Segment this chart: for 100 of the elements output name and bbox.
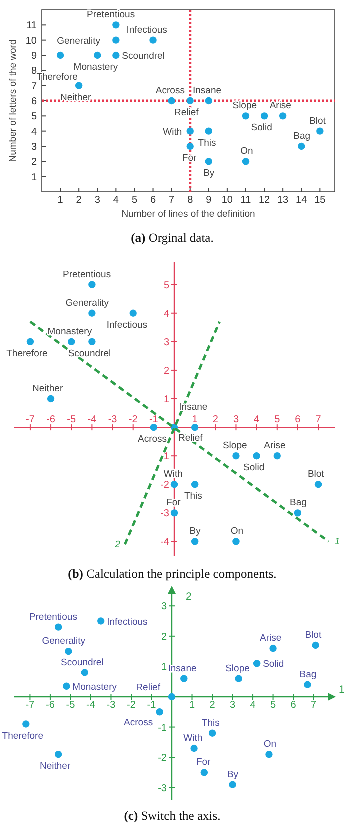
x-tick-label: -2 — [127, 700, 136, 711]
point — [150, 36, 157, 44]
annotation: Monastery — [74, 62, 118, 73]
point — [56, 52, 64, 60]
annotation: Scoundrel — [61, 657, 104, 668]
point — [316, 128, 324, 135]
annotation: Across — [156, 86, 186, 96]
point — [229, 781, 236, 788]
x-tick-label: 3 — [230, 700, 236, 711]
point — [94, 52, 102, 60]
annotation: With — [184, 733, 203, 744]
annotation: Bag — [290, 498, 307, 509]
point — [270, 644, 277, 652]
x-tick-label: 1 — [192, 414, 198, 426]
point — [279, 112, 287, 120]
annotation: Across — [124, 718, 154, 729]
x-tick-label: -1 — [147, 700, 157, 711]
annotation: Scoundrel — [122, 51, 165, 62]
y-tick-label: 3 — [164, 337, 170, 348]
x-tick-label: 10 — [222, 195, 234, 206]
point — [150, 424, 158, 432]
point — [232, 452, 240, 460]
point — [205, 158, 212, 166]
annotation: Pretentious — [87, 10, 136, 21]
point — [314, 481, 322, 488]
annotation: For — [196, 757, 211, 768]
annotation: Bag — [294, 131, 311, 142]
point — [242, 158, 250, 166]
y-tick-label: -1 — [158, 722, 168, 734]
point — [253, 452, 260, 460]
x-tick-label: 4 — [250, 700, 256, 711]
point — [170, 510, 178, 517]
annotation: By — [204, 168, 215, 180]
point — [274, 452, 281, 460]
annotation: Relief — [178, 433, 204, 444]
point — [191, 424, 199, 432]
annotation: Across — [138, 434, 168, 446]
annotation: Infectious — [126, 24, 168, 36]
x-tick-label: 13 — [278, 195, 290, 206]
point — [242, 112, 250, 120]
point — [54, 624, 62, 631]
x-tick-label: 1 — [189, 700, 196, 711]
annotation: Arise — [270, 100, 292, 112]
annotation: Slope — [232, 100, 258, 112]
y-tick-label: -2 — [160, 480, 170, 492]
annotation: Slope — [222, 440, 248, 452]
x-tick-label: -3 — [108, 414, 118, 426]
point — [205, 97, 212, 105]
x-tick-label: -5 — [67, 414, 76, 426]
x-tick-label: -6 — [46, 700, 56, 711]
x-tick-label: 3 — [94, 195, 101, 206]
point — [298, 142, 306, 150]
point — [186, 128, 194, 135]
x-tick-label: 7 — [316, 414, 322, 426]
y-tick-label: 4 — [164, 308, 170, 320]
annotation: Relief — [136, 682, 161, 694]
annotation: Bag — [300, 669, 317, 680]
x-tick-label: 7 — [311, 700, 318, 711]
y-tick-label: 8 — [31, 66, 38, 78]
x-tick-label: -7 — [26, 700, 36, 711]
point — [26, 338, 34, 346]
x-tick-label: -4 — [86, 700, 96, 711]
annotation: Infectious — [106, 320, 148, 331]
x-tick-label: 3 — [233, 414, 240, 426]
y-tick-label: 4 — [31, 126, 38, 138]
point — [168, 693, 176, 701]
point — [235, 675, 242, 682]
x-tick-label: -3 — [106, 700, 116, 711]
point — [88, 281, 96, 288]
annotation: On — [240, 146, 254, 158]
y-tick-label: 7 — [31, 81, 38, 92]
x-tick-label: 15 — [314, 195, 326, 206]
point — [112, 22, 120, 29]
annotation: Monastery — [48, 326, 92, 338]
annotation: Scoundrel — [68, 348, 112, 360]
x-tick-label: 9 — [206, 195, 212, 206]
x-tick-label: -6 — [46, 414, 56, 426]
x-tick-label: -1 — [149, 414, 159, 426]
annotation: This — [202, 718, 220, 729]
series-label: 2 — [114, 540, 122, 551]
x-tick-label: 6 — [290, 700, 297, 711]
annotation: Neither — [32, 384, 64, 395]
point — [186, 97, 194, 105]
x-tick-label: 2 — [210, 700, 216, 711]
y-tick-label: 1 — [31, 172, 38, 184]
x-tick-label: -2 — [128, 414, 138, 426]
point — [63, 682, 70, 690]
y-tick-label: -3 — [158, 783, 168, 794]
y-tick-label: 3 — [161, 602, 168, 613]
y-tick-label: -2 — [158, 753, 168, 764]
x-axis-title: Number of lines of the definition — [122, 209, 256, 220]
annotation: Insane — [193, 86, 222, 96]
point — [266, 750, 273, 758]
annotation: Generality — [42, 636, 86, 648]
x-tick-label: -5 — [66, 700, 76, 711]
y-axis-title: 2 — [186, 591, 192, 603]
annotation: Slope — [226, 663, 250, 674]
annotation: Blot — [305, 630, 322, 641]
point — [190, 744, 198, 752]
annotation: This — [198, 138, 216, 149]
